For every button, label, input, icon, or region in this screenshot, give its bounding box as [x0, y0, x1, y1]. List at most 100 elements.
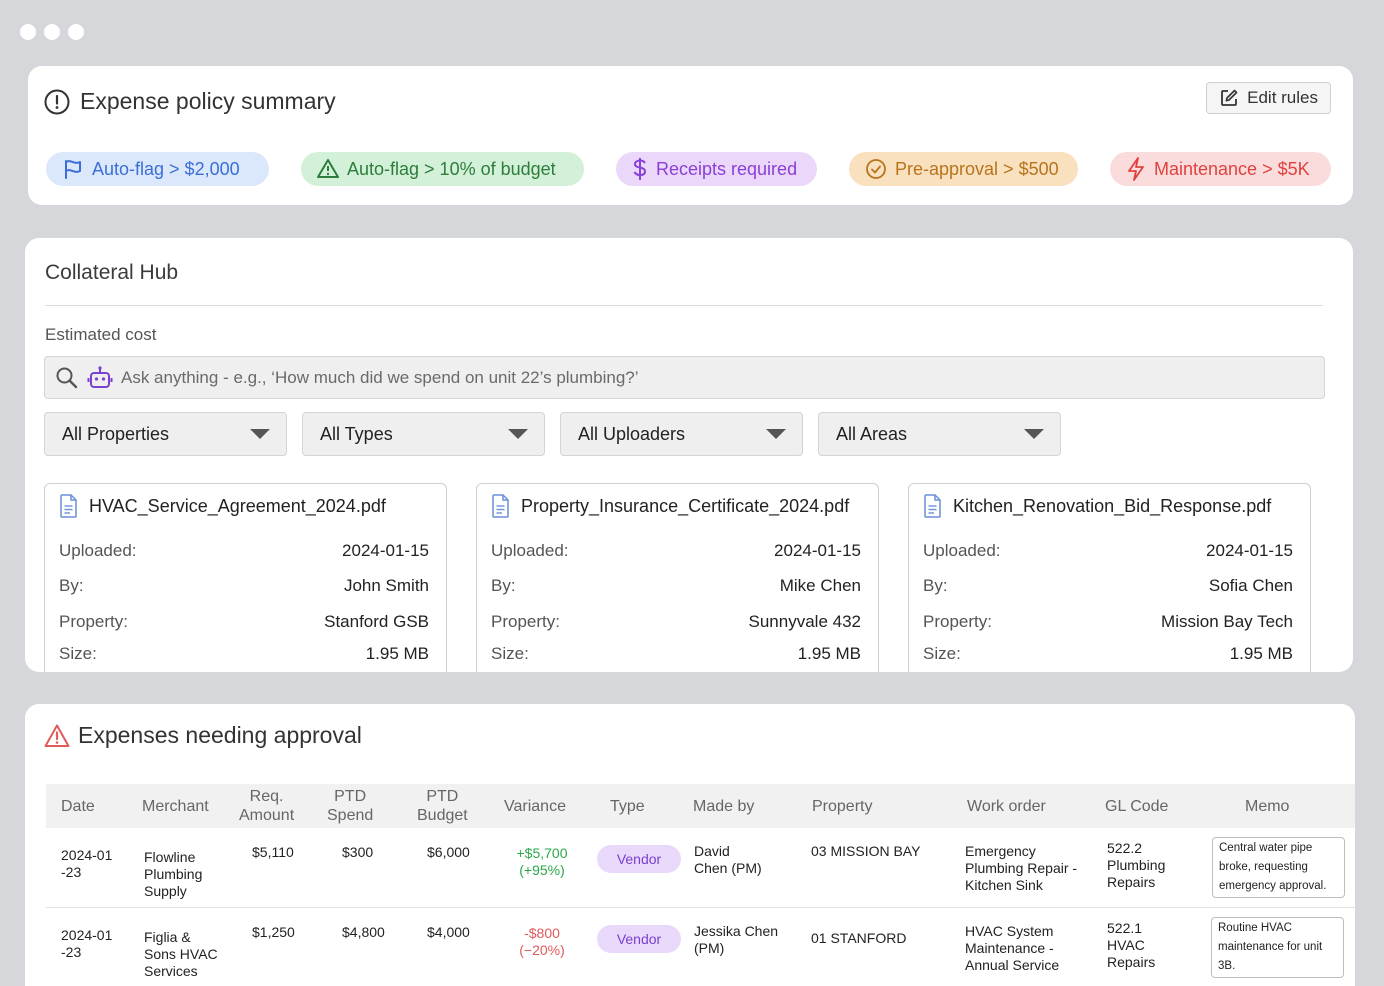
field-label: By:	[491, 576, 516, 595]
policy-chip[interactable]: Auto-flag > $2,000	[46, 152, 269, 186]
file-icon	[491, 494, 511, 518]
row-divider	[46, 907, 1355, 908]
filter-label: All Uploaders	[578, 423, 686, 444]
cell-merchant: Flowline Plumbing Supply	[144, 849, 203, 899]
column-header[interactable]: Property	[812, 798, 873, 815]
type-badge[interactable]: Vendor	[597, 845, 681, 873]
field-label: Uploaded:	[491, 541, 569, 560]
expenses-title: Expenses needing approval	[44, 722, 362, 749]
window-dot[interactable]	[68, 24, 84, 40]
cell-date: 2024-01 -23	[61, 847, 113, 880]
field-label: Property:	[923, 612, 992, 631]
column-header[interactable]: PTD Spend	[327, 788, 374, 824]
field-label: Property:	[59, 612, 128, 631]
policy-chip[interactable]: Auto-flag > 10% of budget	[301, 152, 584, 186]
filter-uploaders[interactable]: All Uploaders	[560, 412, 803, 456]
chevron-down-icon	[1024, 429, 1044, 439]
window-controls	[20, 24, 84, 40]
column-header[interactable]: Memo	[1245, 798, 1290, 815]
cell-ptd-spend: $4,800	[342, 924, 385, 940]
document-field-size: Size: 1.95 MB	[923, 644, 1293, 664]
memo-field[interactable]: Routine HVAC maintenance for unit 3B.	[1211, 917, 1344, 978]
robot-icon	[87, 365, 113, 388]
column-header[interactable]: Req. Amount	[239, 788, 295, 824]
document-card[interactable]: Property_Insurance_Certificate_2024.pdf …	[476, 483, 879, 672]
document-field-by: By: Mike Chen	[491, 576, 861, 596]
document-card[interactable]: Kitchen_Renovation_Bid_Response.pdf Uplo…	[908, 483, 1311, 672]
policy-chip-label: Auto-flag > $2,000	[92, 158, 240, 179]
search-icon	[56, 367, 78, 388]
document-field-property: Property: Stanford GSB	[59, 612, 429, 632]
document-name: HVAC_Service_Agreement_2024.pdf	[89, 495, 386, 516]
document-title: HVAC_Service_Agreement_2024.pdf	[59, 494, 386, 518]
column-header[interactable]: GL Code	[1105, 798, 1169, 815]
policy-chip[interactable]: Pre-approval > $500	[849, 152, 1078, 186]
edit-rules-button[interactable]: Edit rules	[1206, 82, 1331, 114]
policy-chip[interactable]: Maintenance > $5K	[1110, 152, 1331, 186]
field-label: Uploaded:	[923, 541, 1001, 560]
column-header[interactable]: Variance	[504, 798, 566, 815]
cell-gl-code: 522.1 HVAC Repairs	[1107, 920, 1156, 970]
filter-properties[interactable]: All Properties	[44, 412, 287, 456]
memo-field[interactable]: Central water pipe broke, requesting eme…	[1212, 837, 1345, 898]
flag-icon	[62, 158, 84, 180]
column-header[interactable]: Type	[610, 798, 645, 815]
expense-policy-card: Expense policy summary Edit rules Auto-f…	[28, 66, 1353, 205]
window-dot[interactable]	[44, 24, 60, 40]
policy-chip-label: Receipts required	[656, 158, 798, 179]
cell-gl-code: 522.2 Plumbing Repairs	[1107, 840, 1166, 890]
cell-date: 2024-01 -23	[61, 927, 113, 960]
cell-req-amount: $1,250	[252, 924, 295, 940]
field-value: 1.95 MB	[365, 644, 429, 663]
field-label: Size:	[923, 644, 961, 663]
document-card[interactable]: HVAC_Service_Agreement_2024.pdf Uploaded…	[44, 483, 447, 672]
column-header[interactable]: Date	[61, 798, 95, 815]
window-dot[interactable]	[20, 24, 36, 40]
cell-merchant: Figlia & Sons HVAC Services	[144, 929, 218, 979]
ask-search-bar[interactable]	[44, 356, 1325, 399]
document-title: Kitchen_Renovation_Bid_Response.pdf	[923, 494, 1271, 518]
cell-variance: +$5,700 (+95%)	[516, 845, 568, 878]
document-field-by: By: Sofia Chen	[923, 576, 1293, 596]
cell-made-by: Jessika Chen (PM)	[694, 923, 779, 956]
filter-label: All Properties	[62, 423, 170, 444]
column-header[interactable]: Made by	[693, 798, 755, 815]
column-header[interactable]: PTD Budget	[417, 788, 468, 824]
document-field-size: Size: 1.95 MB	[491, 644, 861, 664]
cell-variance: -$800 (−20%)	[519, 925, 565, 958]
document-name: Kitchen_Renovation_Bid_Response.pdf	[953, 495, 1272, 516]
policy-chip[interactable]: Receipts required	[616, 152, 817, 186]
column-header[interactable]: Merchant	[142, 798, 209, 815]
field-value: Sunnyvale 432	[748, 612, 861, 631]
expenses-approval-card: Expenses needing approval Date Merchant Re…	[25, 704, 1355, 986]
type-badge[interactable]: Vendor	[597, 925, 681, 953]
filter-types[interactable]: All Types	[302, 412, 545, 456]
field-value: Mission Bay Tech	[1161, 612, 1293, 631]
field-value: 1.95 MB	[797, 644, 861, 663]
field-value: John Smith	[343, 576, 429, 595]
cell-work-order: Emergency Plumbing Repair - Kitchen Sink	[965, 843, 1078, 893]
collateral-hub-card: Collateral Hub Estimated cost All Proper…	[25, 238, 1353, 672]
cell-work-order: HVAC System Maintenance - Annual Service	[965, 923, 1060, 973]
document-name: Property_Insurance_Certificate_2024.pdf	[521, 495, 850, 516]
filter-label: All Types	[320, 423, 393, 444]
cell-ptd-budget: $6,000	[427, 844, 470, 860]
lightning-icon	[1126, 157, 1146, 181]
table-header	[46, 784, 1355, 828]
column-header[interactable]: Work order	[967, 798, 1046, 815]
document-title: Property_Insurance_Certificate_2024.pdf	[491, 494, 849, 518]
field-label: Size:	[491, 644, 529, 663]
field-value: 1.95 MB	[1229, 644, 1293, 663]
filter-areas[interactable]: All Areas	[818, 412, 1061, 456]
field-label: Property:	[491, 612, 560, 631]
filter-label: All Areas	[836, 423, 908, 444]
cell-property: 01 STANFORD	[811, 930, 907, 946]
field-label: Size:	[59, 644, 97, 663]
edit-rules-label: Edit rules	[1247, 88, 1318, 107]
document-field-property: Property: Sunnyvale 432	[491, 612, 861, 632]
search-input[interactable]	[121, 367, 1324, 388]
field-label: Uploaded:	[59, 541, 137, 560]
check-circle-icon	[865, 158, 887, 180]
policy-chip-label: Maintenance > $5K	[1154, 158, 1310, 179]
hub-title: Collateral Hub	[45, 261, 179, 284]
